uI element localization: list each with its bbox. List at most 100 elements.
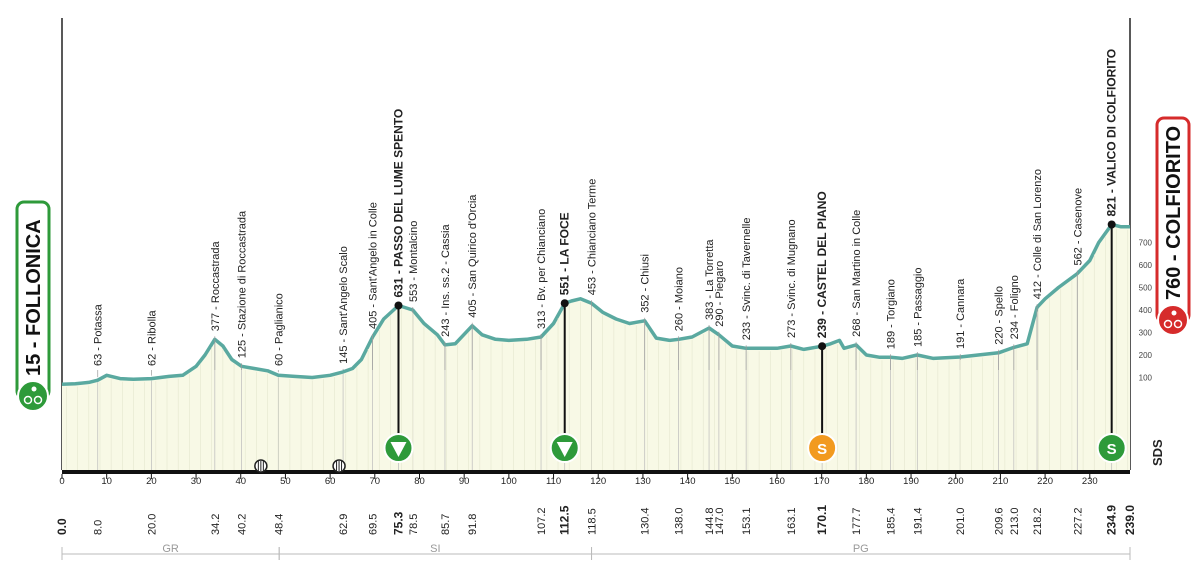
x-tick-label: 60 xyxy=(325,476,336,487)
km-tick-label: 112.5 xyxy=(558,505,572,535)
km-tick-label: 34.2 xyxy=(210,514,222,535)
place-label: 383 - La Torretta xyxy=(704,239,716,320)
x-tick-label: 70 xyxy=(370,476,381,487)
sprint-letter: S xyxy=(1107,441,1117,458)
km-tick-label: 170.1 xyxy=(815,505,829,535)
x-tick-label: 220 xyxy=(1037,476,1053,487)
place-label: 260 - Moiano xyxy=(674,267,686,331)
place-label: 63 - Potassa xyxy=(93,303,105,366)
km-tick-label: 0.0 xyxy=(55,518,69,535)
km-tick-label: 75.3 xyxy=(391,511,405,535)
cyclist-icon xyxy=(17,380,49,412)
x-tick-label: 130 xyxy=(635,476,651,487)
x-tick-label: 100 xyxy=(501,476,517,487)
x-tick-label: 170 xyxy=(814,476,830,487)
km-tick-label: 138.0 xyxy=(674,507,686,535)
marker-summit-dot xyxy=(818,342,827,351)
x-tick-label: 40 xyxy=(235,476,246,487)
km-tick-label: 91.8 xyxy=(467,514,479,535)
x-tick-label: 180 xyxy=(858,476,874,487)
x-tick-label: 90 xyxy=(459,476,470,487)
x-tick-label: 80 xyxy=(414,476,425,487)
km-tick-label: 48.4 xyxy=(273,514,285,535)
region-label-gr: GR xyxy=(162,543,179,555)
km-tick-label: 147.0 xyxy=(714,507,726,535)
x-tick-label: 20 xyxy=(146,476,157,487)
x-tick-label: 30 xyxy=(191,476,202,487)
place-label: 268 - San Martino in Colle xyxy=(851,210,863,337)
marker-summit-dot xyxy=(560,299,569,308)
x-tick-label: 210 xyxy=(992,476,1008,487)
x-tick-label: 160 xyxy=(769,476,785,487)
place-label: 551 - LA FOCE xyxy=(558,212,572,295)
x-tick-label: 120 xyxy=(590,476,606,487)
place-label: 233 - Svinc. di Tavernelle xyxy=(741,218,753,341)
profile-area-fill xyxy=(62,224,1130,470)
place-label: 273 - Svinc. di Mugnano xyxy=(786,219,798,338)
km-tick-label: 107.2 xyxy=(536,507,548,535)
km-tick-label: 209.6 xyxy=(994,507,1006,535)
y-scale-label: 300 xyxy=(1139,329,1153,338)
rider-head-icon xyxy=(31,386,37,392)
wheel-icon xyxy=(1173,319,1183,329)
start-label: 15 - FOLLONICA xyxy=(23,219,45,376)
place-label: 220 - Spello xyxy=(994,286,1006,345)
region-label-pg: PG xyxy=(853,543,869,555)
x-tick-label: 50 xyxy=(280,476,291,487)
region-label-si: SI xyxy=(430,543,440,555)
sprint-marker xyxy=(807,433,838,463)
climb-triangle-icon xyxy=(390,442,407,457)
y-scale-label: 500 xyxy=(1139,284,1153,293)
place-label: 562 - Casenove xyxy=(1072,188,1084,266)
km-tick-label: 163.1 xyxy=(786,507,798,535)
km-tick-label: 78.5 xyxy=(408,514,420,535)
place-label: 405 - Sant'Angelo in Colle xyxy=(368,202,380,329)
wheel-icon xyxy=(23,395,33,405)
x-tick-label: 10 xyxy=(101,476,112,487)
km-tick-label: 118.5 xyxy=(587,508,599,535)
km-tick-label: 69.5 xyxy=(368,514,380,535)
profile-line xyxy=(61,222,1130,387)
x-tick-label: 190 xyxy=(903,476,919,487)
cyclist-icon xyxy=(1157,304,1189,336)
km-tick-label: 213.0 xyxy=(1009,507,1021,535)
climb-triangle-icon xyxy=(556,442,573,457)
km-tick-label: 62.9 xyxy=(338,514,350,535)
y-scale-label: 600 xyxy=(1139,261,1153,270)
base-axis-bar xyxy=(62,470,1130,474)
place-label: 377 - Roccastrada xyxy=(210,240,222,331)
x-tick-label: 150 xyxy=(724,476,740,487)
sds-label: SDS xyxy=(1150,439,1165,466)
place-label: 352 - Chiusi xyxy=(640,254,652,313)
km-tick-label: 234.9 xyxy=(1105,505,1119,535)
finish-label: 760 - COLFIORITO xyxy=(1163,126,1185,300)
x-tick-label: 200 xyxy=(948,476,964,487)
place-label: 631 - PASSO DEL LUME SPENTO xyxy=(391,109,405,298)
km-tick-label: 144.8 xyxy=(704,507,716,535)
km-tick-label: 185.4 xyxy=(885,507,897,535)
km-tick-label: 227.2 xyxy=(1072,507,1084,535)
km-tick-label: 201.0 xyxy=(955,507,967,535)
x-tick-label: 230 xyxy=(1082,476,1098,487)
km-tick-label: 130.4 xyxy=(640,507,652,535)
km-tick-label: 8.0 xyxy=(93,520,105,535)
place-label: 412 - Colle di San Lorenzo xyxy=(1032,169,1044,299)
km-tick-label: 191.4 xyxy=(912,507,924,535)
y-scale-label: 700 xyxy=(1139,239,1153,248)
place-label: 185 - Passaggio xyxy=(912,268,924,348)
km-tick-label: 153.1 xyxy=(741,507,753,535)
place-label: 239 - CASTEL DEL PIANO xyxy=(815,191,829,338)
y-scale-label: 100 xyxy=(1139,374,1153,383)
km-tick-label: 85.7 xyxy=(440,514,452,535)
place-label: 189 - Torgiano xyxy=(885,279,897,349)
x-tick-label: 140 xyxy=(680,476,696,487)
marker-summit-dot xyxy=(1107,220,1116,229)
marker-summit-dot xyxy=(394,301,403,310)
rider-head-icon xyxy=(1171,310,1177,316)
km-tick-label: 177.7 xyxy=(851,507,863,535)
x-tick-label: 110 xyxy=(546,476,561,487)
km-tick-label: 20.0 xyxy=(146,514,158,535)
x-tick-label: 0 xyxy=(59,476,64,487)
place-label: 234 - Foligno xyxy=(1009,275,1021,339)
